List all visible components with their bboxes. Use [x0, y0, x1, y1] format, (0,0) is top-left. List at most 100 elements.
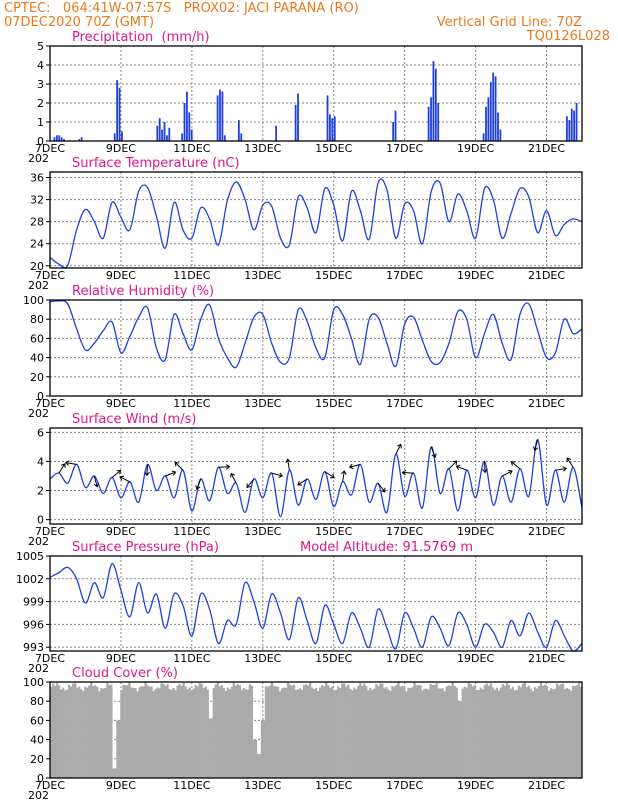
plot-frame [49, 681, 583, 779]
wind-arrow-head [341, 470, 347, 475]
cloud-bar [140, 686, 143, 778]
y-tick-label: 1 [37, 116, 44, 129]
wind-arrow-head [278, 472, 284, 478]
cloud-bar [214, 684, 217, 778]
cloud-bar [186, 689, 189, 778]
cloud-bar [535, 688, 539, 778]
cloud-bar [158, 688, 161, 778]
cloud-bar [437, 688, 440, 778]
y-tick-label: 20 [30, 371, 44, 384]
cloud-bar [393, 686, 396, 778]
cloud-bar [369, 687, 372, 778]
x-tick-label: 19DEC [457, 525, 494, 538]
cloud-bar [459, 701, 462, 778]
cloud-bar [497, 690, 500, 778]
cloud-bar [447, 685, 450, 778]
cloud-bar [164, 685, 167, 778]
cloud-bar [455, 687, 458, 778]
cloud-bar [479, 687, 482, 778]
cloud-bar [208, 718, 211, 778]
precip-bar [188, 112, 191, 141]
cloud-bar [359, 683, 362, 778]
cloud-bar [329, 687, 332, 778]
vertical-grid-line-info: Vertical Grid Line: 70Z [436, 15, 582, 30]
plot-frame [49, 171, 583, 269]
precip-bar [494, 76, 497, 141]
cloud-bar [429, 684, 432, 778]
y-tick-label: 6 [37, 426, 44, 439]
x-tick-label: 9DEC [106, 142, 136, 155]
cloud-bar [168, 689, 171, 778]
cloud-bar [415, 685, 418, 778]
precip-bar [434, 68, 437, 141]
cloud-bar [90, 682, 93, 778]
wind-arrow-head [431, 453, 437, 458]
x-tick-label: 9DEC [106, 397, 136, 410]
x-tick-label: 13DEC [244, 269, 281, 282]
cloud-bar [543, 684, 547, 778]
cloud-bar [561, 683, 565, 778]
precip-bar [487, 97, 490, 141]
cloud-bar [529, 688, 533, 778]
x-tick-label: 9DEC [106, 779, 136, 792]
cloud-bar [58, 685, 61, 778]
precip-bar [573, 110, 576, 141]
cloud-bar [288, 684, 292, 778]
x-tick-label: 13DEC [244, 142, 281, 155]
cloud-bar [284, 687, 288, 778]
precip-bar [566, 116, 568, 141]
cloud-bar [391, 685, 394, 778]
cloud-bar [220, 684, 223, 778]
cloud-bar [248, 684, 252, 778]
cloud-bar [559, 684, 563, 778]
cloud-bar [182, 682, 185, 778]
x-year-label: 202 [28, 407, 49, 420]
x-tick-label: 9DEC [106, 269, 136, 282]
precip-bar [190, 129, 193, 141]
cloud-bar [308, 682, 312, 778]
x-tick-label: 15DEC [315, 525, 352, 538]
cloud-bar [473, 685, 476, 778]
cloud-bar [174, 690, 177, 778]
cloud-bar [146, 685, 149, 778]
x-tick-label: 11DEC [173, 397, 210, 410]
cloud-bar [399, 686, 402, 778]
cloud-bar [385, 687, 388, 778]
x-year-label: 202 [28, 662, 49, 675]
cloud-bar [365, 686, 368, 778]
y-tick-label: 40 [30, 352, 44, 365]
cloud-bar [475, 689, 478, 778]
cloud-bar [176, 685, 179, 778]
cloud-bar [373, 688, 376, 778]
cloud-bar [184, 686, 187, 778]
x-tick-label: 21DEC [528, 779, 565, 792]
cloud-bar [457, 701, 460, 778]
precip-title: Precipitation (mm/h) [72, 30, 210, 45]
cloud-bar [525, 687, 529, 778]
cloud-bar [148, 686, 151, 778]
cloud-bar [250, 685, 254, 778]
cloud-bar [489, 683, 492, 778]
wind-arrow-head [507, 469, 513, 475]
x-tick-label: 17DEC [386, 269, 423, 282]
wind-arrow [448, 460, 458, 470]
cloud-bar [222, 687, 225, 778]
cloud-bar [278, 691, 282, 778]
precip-bar [58, 135, 61, 141]
x-tick-label: 15DEC [315, 269, 352, 282]
cloud-bar [80, 689, 83, 778]
precip-bar [575, 103, 578, 141]
precip-bar [492, 72, 495, 141]
x-tick-label: 19DEC [457, 779, 494, 792]
cloud-bar [198, 682, 201, 778]
cloud-bar [547, 690, 551, 778]
cloud-bar [325, 682, 328, 778]
y-tick-label: 2 [37, 485, 44, 498]
cloud-bar [226, 687, 229, 778]
cloud-bar [126, 684, 129, 778]
x-tick-label: 11DEC [173, 269, 210, 282]
precip-bar [499, 129, 502, 141]
cloud-bar [361, 685, 364, 778]
cloud-bar [461, 688, 464, 778]
